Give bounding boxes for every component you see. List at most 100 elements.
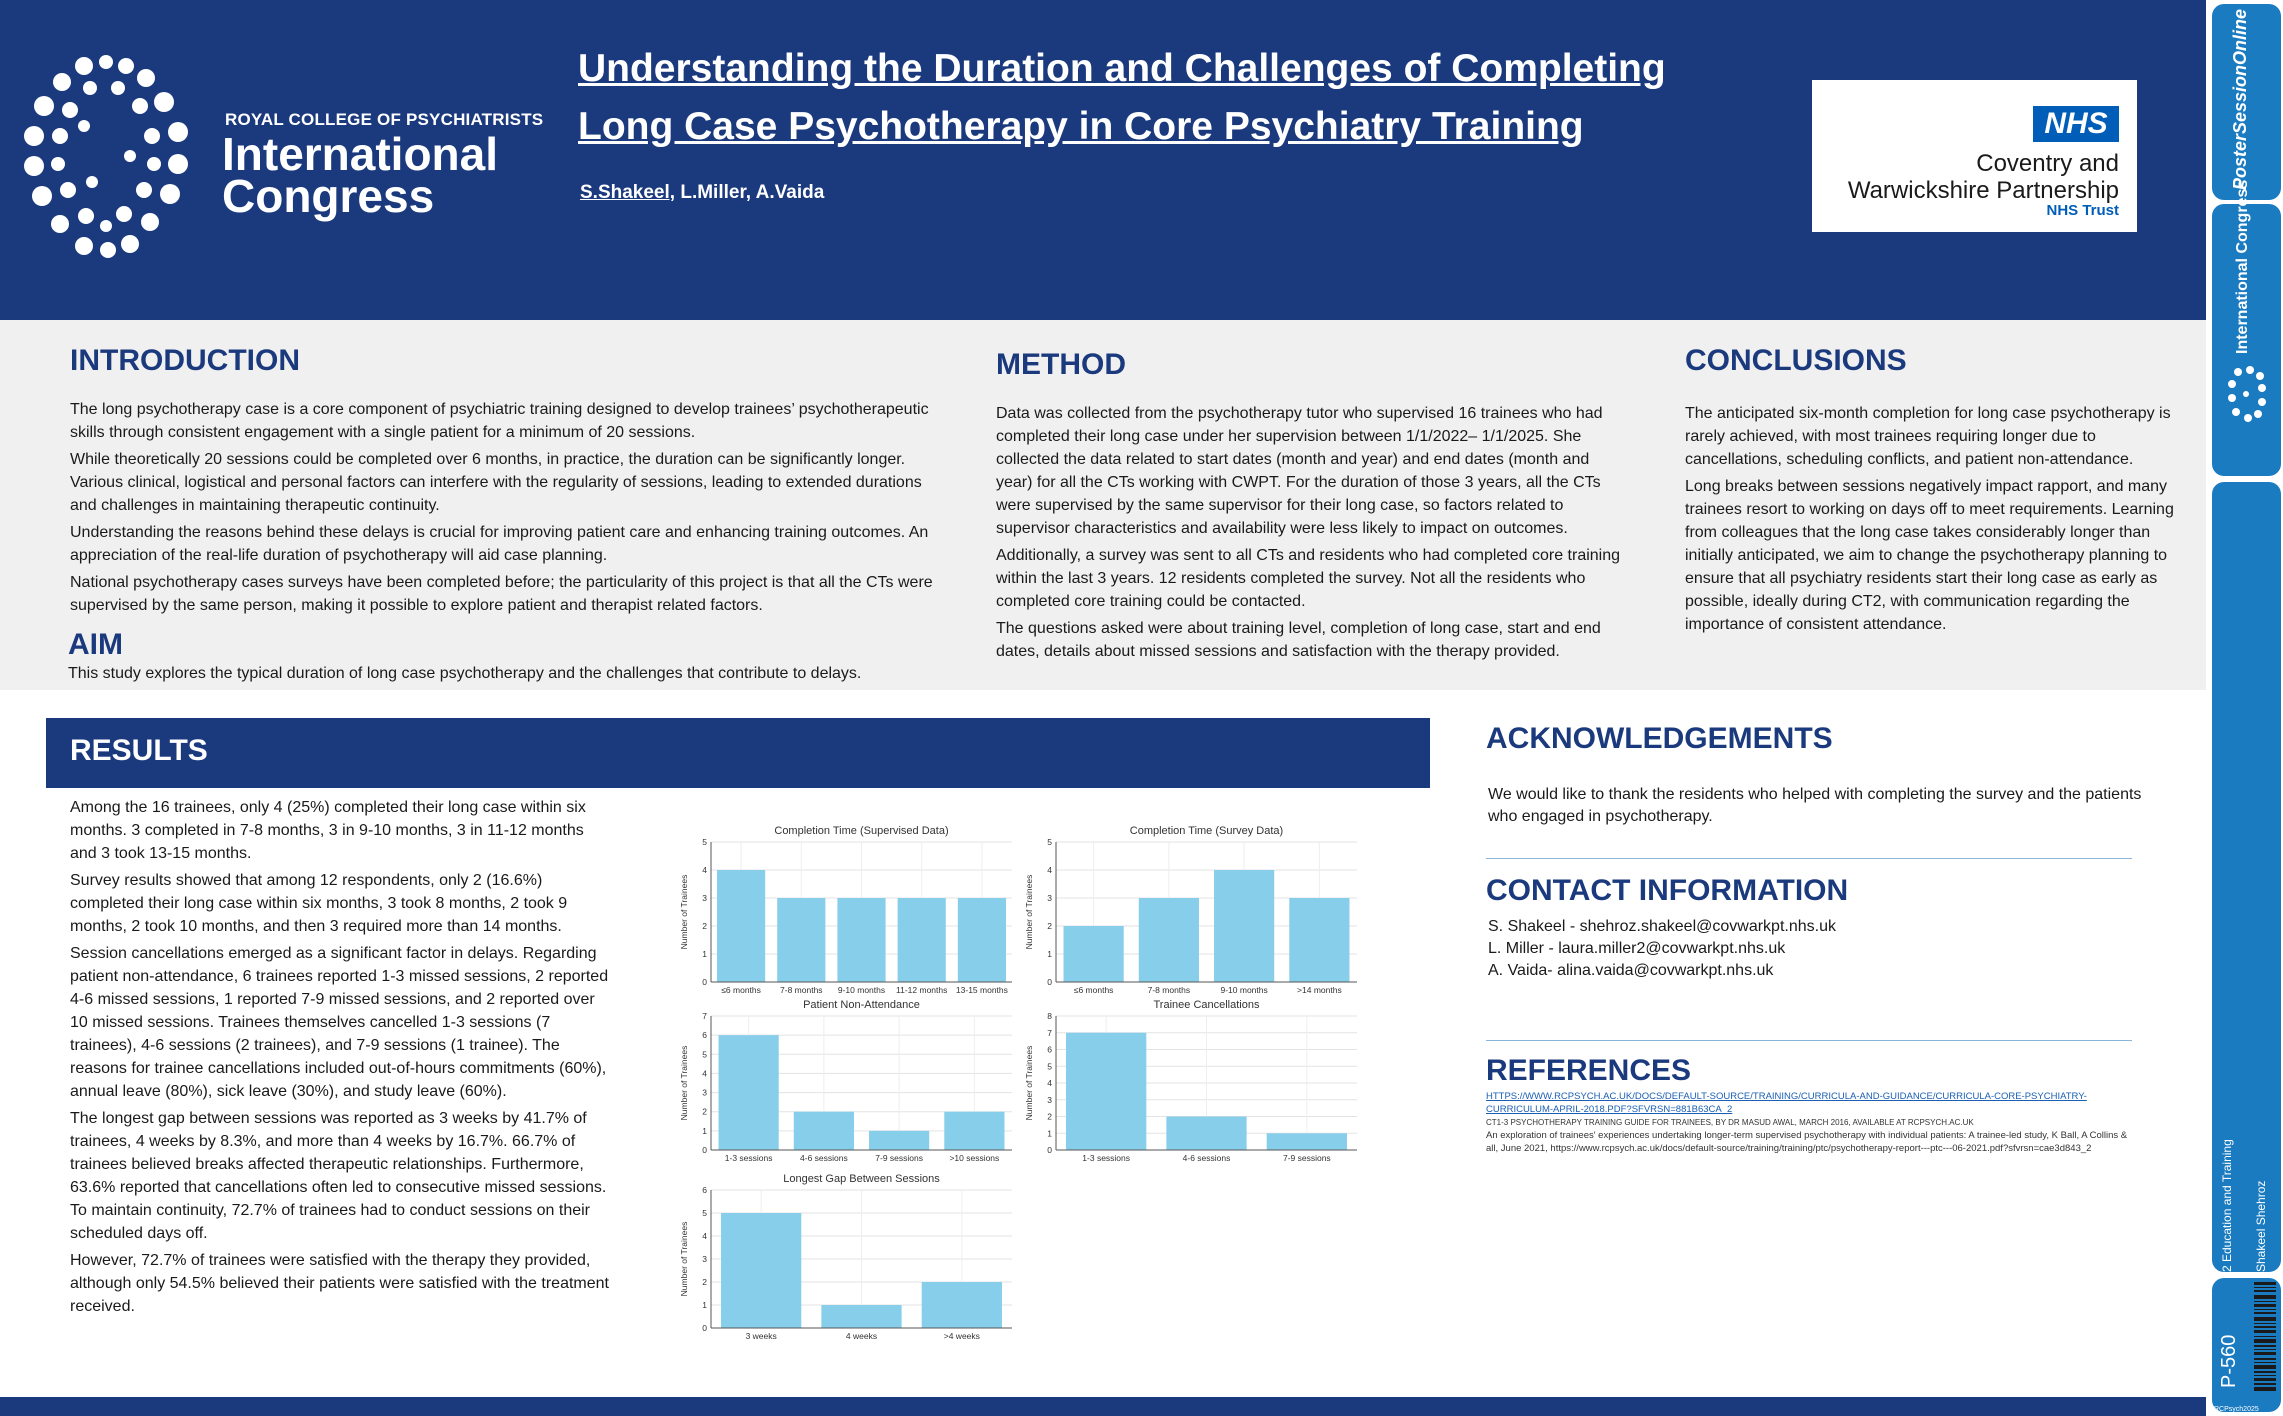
- x-tick-label: 1-3 sessions: [725, 1153, 773, 1163]
- y-tick-label: 0: [1047, 977, 1052, 987]
- x-tick-label: 1-3 sessions: [1082, 1153, 1130, 1163]
- method-paragraph: The questions asked were about training …: [996, 620, 1601, 660]
- y-tick-label: 4: [702, 865, 707, 875]
- author-first: S.Shakeel,: [580, 182, 676, 203]
- y-tick-label: 1: [702, 1300, 707, 1310]
- poster-session-label: PosterSessionOnline: [2230, 8, 2250, 190]
- top-sections-band: [0, 320, 2206, 690]
- bar: [1066, 1032, 1147, 1150]
- y-tick-label: 2: [1047, 921, 1052, 931]
- y-tick-label: 4: [1047, 865, 1052, 875]
- y-axis-label: Number of Trainees: [679, 875, 689, 950]
- nhs-badge: NHS: [2033, 106, 2119, 142]
- method-paragraph: Data was collected from the psychotherap…: [996, 405, 1603, 537]
- x-tick-label: 7-8 months: [780, 985, 823, 995]
- y-tick-label: 7: [1047, 1028, 1052, 1038]
- y-tick-label: 0: [1047, 1145, 1052, 1155]
- congress-card: International Congress: [2212, 180, 2281, 476]
- results-paragraph: Session cancellations emerged as a signi…: [70, 945, 609, 1100]
- aim-heading: AIM: [68, 628, 123, 661]
- introduction-body: The long psychotherapy case is a core co…: [70, 398, 940, 621]
- y-tick-label: 6: [702, 1185, 707, 1195]
- sidebar-congress-label: International Congress: [2234, 179, 2251, 354]
- nhs-org-line-1: Coventry and: [1976, 150, 2119, 177]
- results-paragraph: However, 72.7% of trainees were satisfie…: [70, 1252, 609, 1315]
- y-tick-label: 5: [702, 1049, 707, 1059]
- nhs-trust-logo: NHS Coventry and Warwickshire Partnershi…: [1812, 80, 2137, 232]
- x-tick-label: 4-6 sessions: [800, 1153, 848, 1163]
- y-tick-label: 3: [702, 1088, 707, 1098]
- method-paragraph: Additionally, a survey was sent to all C…: [996, 547, 1621, 610]
- aim-text: This study explores the typical duration…: [68, 665, 862, 682]
- x-tick-label: 7-9 sessions: [1283, 1153, 1331, 1163]
- chart-trainee-cancellations: Trainee Cancellations Number of Trainees 0…: [1024, 999, 1357, 1163]
- y-tick-label: 8: [1047, 1011, 1052, 1021]
- brand-line-2: Congress: [222, 170, 435, 222]
- bar: [721, 1213, 802, 1328]
- sidebar-category: 2 Education and Training: [2220, 1139, 2234, 1272]
- y-tick-label: 3: [1047, 893, 1052, 903]
- bar: [1289, 898, 1350, 982]
- category-card: 2 Education and Training Shakeel Shehroz: [2212, 482, 2281, 1272]
- y-axis-label: Number of Trainees: [679, 1046, 689, 1121]
- results-paragraph: The longest gap between sessions was rep…: [70, 1110, 607, 1242]
- bar: [821, 1305, 902, 1328]
- references-list: HTTPS://WWW.RCPSYCH.AC.UK/DOCS/DEFAULT-S…: [1486, 1090, 2136, 1155]
- divider: [1486, 858, 2132, 859]
- y-tick-label: 2: [702, 1107, 707, 1117]
- y-tick-label: 0: [702, 1145, 707, 1155]
- x-tick-label: 11-12 months: [896, 985, 947, 995]
- y-tick-label: 4: [702, 1231, 707, 1241]
- introduction-paragraph: The long psychotherapy case is a core co…: [70, 401, 929, 441]
- conclusions-paragraph: Long breaks between sessions negatively …: [1685, 478, 2174, 633]
- poster-session-card: PosterSessionOnline: [2212, 4, 2281, 200]
- title-line-2: Long Case Psychotherapy in Core Psychiat…: [578, 105, 1584, 148]
- title-line-1: Understanding the Duration and Challenge…: [578, 47, 1666, 90]
- x-tick-label: 4-6 sessions: [1183, 1153, 1231, 1163]
- bar: [717, 870, 766, 982]
- y-axis-label: Number of Trainees: [1024, 1046, 1034, 1121]
- x-tick-label: >4 weeks: [944, 1331, 980, 1341]
- introduction-heading: INTRODUCTION: [70, 344, 300, 377]
- x-tick-label: >10 sessions: [949, 1153, 999, 1163]
- y-tick-label: 3: [702, 1254, 707, 1264]
- college-name: ROYAL COLLEGE OF PSYCHIATRISTS: [225, 110, 544, 129]
- results-heading: RESULTS: [70, 734, 208, 767]
- results-body: Among the 16 trainees, only 4 (25%) comp…: [70, 796, 610, 1322]
- y-tick-label: 3: [1047, 1095, 1052, 1105]
- chart-title: Patient Non-Attendance: [803, 999, 920, 1011]
- y-tick-label: 1: [702, 1126, 707, 1136]
- divider: [1486, 1040, 2132, 1041]
- introduction-paragraph: National psychotherapy cases surveys hav…: [70, 574, 933, 614]
- y-tick-label: 3: [702, 893, 707, 903]
- bar: [777, 898, 826, 982]
- x-tick-label: 9-10 months: [1221, 985, 1268, 995]
- conclusions-heading: CONCLUSIONS: [1685, 344, 1907, 377]
- bar: [897, 898, 946, 982]
- footer-bar: [0, 1397, 2206, 1416]
- y-tick-label: 1: [702, 949, 707, 959]
- method-body: Data was collected from the psychotherap…: [996, 402, 1626, 667]
- chart-title: Trainee Cancellations: [1154, 999, 1260, 1011]
- poster-sidebar: PosterSessionOnline International Congre…: [2210, 0, 2283, 1416]
- y-tick-label: 1: [1047, 1128, 1052, 1138]
- x-tick-label: ≤6 months: [721, 985, 761, 995]
- y-axis-label: Number of Trainees: [1024, 875, 1034, 950]
- y-tick-label: 2: [702, 1277, 707, 1287]
- contact-line: S. Shakeel - shehroz.shakeel@covwarkpt.n…: [1488, 918, 1836, 935]
- results-paragraph: Among the 16 trainees, only 4 (25%) comp…: [70, 799, 586, 862]
- results-header-bar: [46, 718, 1430, 788]
- conclusions-paragraph: The anticipated six-month completion for…: [1685, 405, 2171, 468]
- contact-list: S. Shakeel - shehroz.shakeel@covwarkpt.n…: [1488, 916, 1836, 982]
- reference-item: CT1-3 PSYCHOTHERAPY TRAINING GUIDE FOR T…: [1486, 1118, 1974, 1127]
- nhs-org-line-2: Warwickshire Partnership: [1847, 177, 2119, 204]
- y-tick-label: 6: [1047, 1045, 1052, 1055]
- references-heading: REFERENCES: [1486, 1054, 1692, 1087]
- method-heading: METHOD: [996, 348, 1126, 381]
- chart-title: Longest Gap Between Sessions: [783, 1173, 940, 1185]
- reference-link[interactable]: HTTPS://WWW.RCPSYCH.AC.UK/DOCS/DEFAULT-S…: [1486, 1091, 2087, 1115]
- y-tick-label: 7: [702, 1011, 707, 1021]
- y-tick-label: 1: [1047, 949, 1052, 959]
- contact-heading: CONTACT INFORMATION: [1486, 874, 1849, 907]
- congress-logo-icon: [24, 55, 188, 258]
